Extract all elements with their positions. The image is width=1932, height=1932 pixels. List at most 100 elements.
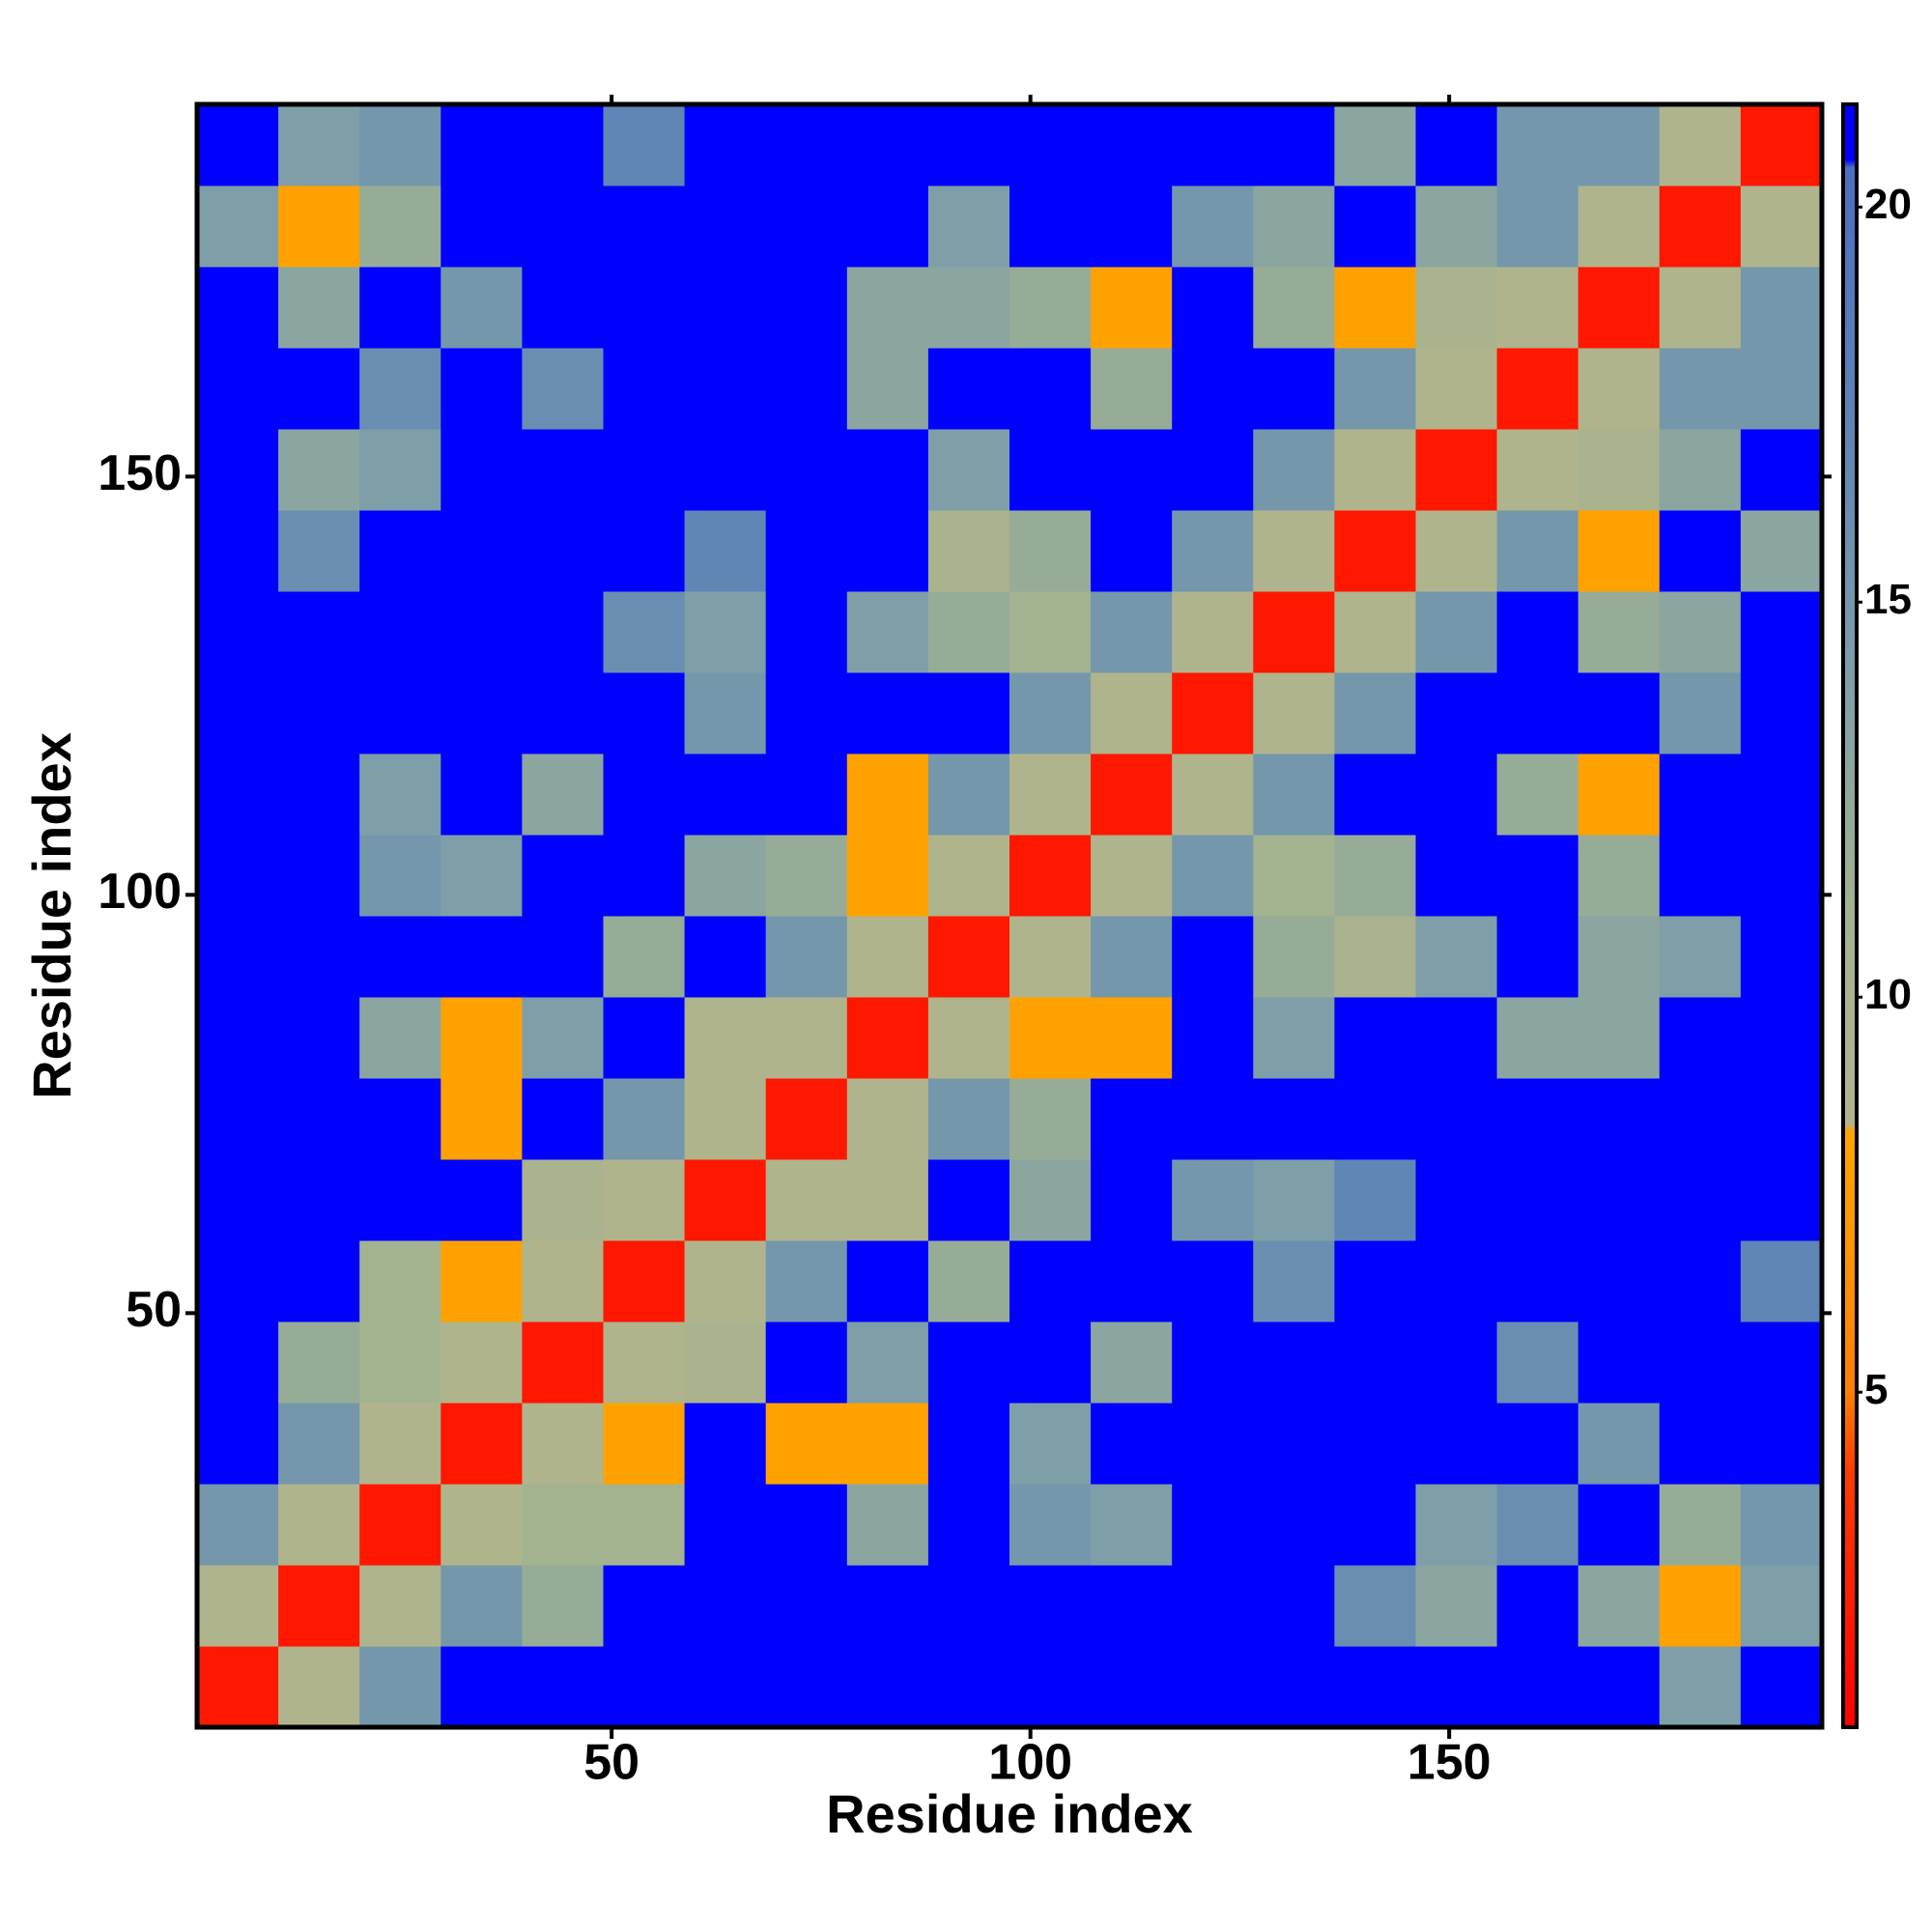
heatmap-cell: [1172, 916, 1254, 998]
heatmap-cell: [846, 672, 929, 754]
heatmap-cell: [440, 429, 523, 511]
heatmap-cell: [1253, 510, 1335, 592]
heatmap-cell: [359, 1321, 441, 1404]
heatmap-cell: [603, 1159, 686, 1241]
heatmap-cell: [359, 1565, 441, 1647]
heatmap-cell: [1172, 348, 1254, 430]
heatmap-cell: [603, 1484, 686, 1566]
heatmap-cell: [1253, 1403, 1335, 1485]
heatmap-cell: [197, 1240, 279, 1322]
heatmap-cell: [1496, 835, 1579, 917]
heatmap-cell: [1415, 753, 1498, 836]
colorbar: [1841, 102, 1859, 1729]
heatmap-cell: [1659, 1159, 1742, 1241]
heatmap-cell: [1577, 1646, 1661, 1728]
heatmap-cell: [1172, 1403, 1254, 1485]
heatmap-cell: [197, 1321, 279, 1404]
heatmap-cell: [765, 1565, 848, 1647]
heatmap-cell: [1172, 1321, 1254, 1404]
heatmap-cell: [278, 591, 360, 673]
heatmap-cell: [927, 104, 1010, 186]
heatmap-cell: [927, 591, 1010, 673]
heatmap-cell: [1577, 1159, 1661, 1241]
heatmap-cell: [197, 104, 279, 186]
heatmap-cell: [1009, 672, 1092, 754]
heatmap-cell: [1091, 429, 1173, 511]
heatmap-cell: [1740, 1078, 1823, 1160]
heatmap-cell: [1496, 1565, 1579, 1647]
heatmap-cell: [1496, 104, 1579, 186]
heatmap-cell: [1172, 104, 1254, 186]
heatmap-cell: [765, 1240, 848, 1322]
heatmap-cell: [1009, 1078, 1092, 1160]
heatmap-cell: [846, 429, 929, 511]
heatmap-cell: [684, 429, 767, 511]
heatmap-cell: [1415, 185, 1498, 268]
heatmap-cell: [1740, 1403, 1823, 1485]
heatmap-cell: [1496, 1484, 1579, 1566]
heatmap-cell: [359, 997, 441, 1079]
x-tick-label: 150: [1407, 1735, 1492, 1791]
heatmap-cell: [1415, 672, 1498, 754]
heatmap-cell: [1740, 1565, 1823, 1647]
heatmap-cell: [1415, 835, 1498, 917]
heatmap-cell: [1091, 104, 1173, 186]
heatmap-cell: [359, 1646, 441, 1728]
heatmap-cell: [684, 1484, 767, 1566]
heatmap-cell: [522, 1565, 604, 1647]
heatmap-cell: [1659, 753, 1742, 836]
heatmap-cell: [603, 1565, 686, 1647]
heatmap-cell: [846, 753, 929, 836]
heatmap-cell: [765, 1159, 848, 1241]
heatmap-cell: [1577, 510, 1661, 592]
heatmap-cell: [278, 672, 360, 754]
heatmap-cell: [1334, 1646, 1416, 1728]
heatmap-cell: [278, 1159, 360, 1241]
heatmap-cell: [197, 1565, 279, 1647]
heatmap-cell: [1091, 267, 1173, 349]
heatmap-cell: [1415, 429, 1498, 511]
heatmap-cell: [1659, 1403, 1742, 1485]
heatmap-cell: [765, 104, 848, 186]
heatmap-cell: [1172, 672, 1254, 754]
heatmap-cell: [1577, 835, 1661, 917]
heatmap-cell: [278, 1078, 360, 1160]
heatmap-cell: [1172, 429, 1254, 511]
heatmap-cell: [522, 1321, 604, 1404]
heatmap-cell: [927, 997, 1010, 1079]
heatmap-cell: [1253, 997, 1335, 1079]
heatmap-cell: [197, 1646, 279, 1728]
heatmap-cell: [522, 1484, 604, 1566]
heatmap-cell: [1334, 672, 1416, 754]
heatmap-cell: [927, 1403, 1010, 1485]
heatmap-cell: [440, 185, 523, 268]
heatmap-cell: [440, 1484, 523, 1566]
heatmap-cell: [440, 1240, 523, 1322]
heatmap-cell: [1334, 1240, 1416, 1322]
heatmap-cell: [1091, 997, 1173, 1079]
heatmap-cell: [846, 1565, 929, 1647]
heatmap-cell: [1334, 104, 1416, 186]
heatmap-cell: [440, 997, 523, 1079]
heatmap-cell: [1496, 1321, 1579, 1404]
heatmap-cell: [1740, 348, 1823, 430]
heatmap-cell: [1577, 267, 1661, 349]
heatmap-cell: [359, 429, 441, 511]
heatmap-cell: [1577, 1484, 1661, 1566]
heatmap-cell: [603, 997, 686, 1079]
heatmap-cell: [278, 510, 360, 592]
heatmap-cell: [1334, 1484, 1416, 1566]
heatmap-cell: [1334, 1321, 1416, 1404]
heatmap-cell: [1496, 1646, 1579, 1728]
heatmap-cell: [684, 1159, 767, 1241]
y-axis-label: Residue index: [21, 732, 82, 1099]
heatmap-cell: [440, 672, 523, 754]
heatmap-cell: [1496, 429, 1579, 511]
heatmap-cell: [1740, 1240, 1823, 1322]
heatmap-cell: [1496, 185, 1579, 268]
heatmap-cell: [197, 1078, 279, 1160]
heatmap-cell: [1009, 510, 1092, 592]
heatmap-cell: [846, 267, 929, 349]
heatmap-cell: [1577, 753, 1661, 836]
